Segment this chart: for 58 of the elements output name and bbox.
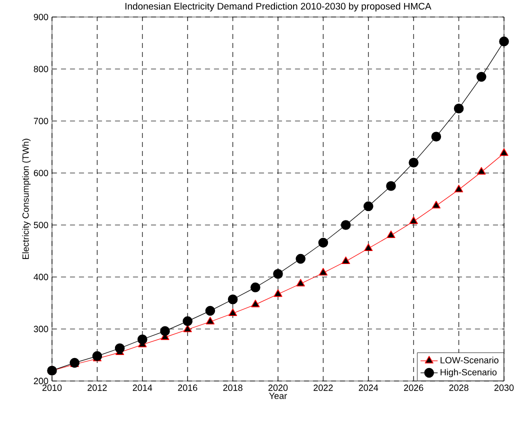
x-tick-label: 2016: [178, 384, 198, 391]
x-tick-label: 2022: [314, 384, 333, 391]
point: [318, 268, 328, 276]
x-tick-label: 2012: [88, 384, 107, 391]
point: [296, 278, 305, 286]
point: [250, 282, 260, 292]
y-tick-label: 600: [34, 170, 48, 176]
point: [206, 316, 214, 324]
legend-label: High-Scenario: [440, 368, 497, 378]
y-tick-label: 300: [34, 326, 48, 332]
point: [431, 132, 442, 142]
x-tick-label: 2026: [404, 384, 424, 391]
point: [182, 316, 192, 326]
point: [386, 230, 396, 238]
x-tick-label: 2024: [358, 384, 378, 391]
point: [386, 181, 396, 191]
point: [160, 326, 170, 336]
point: [409, 216, 418, 224]
point: [476, 72, 486, 82]
point: [228, 294, 238, 304]
y-tick-label: 400: [34, 274, 48, 280]
y-tick-label: 700: [34, 118, 48, 124]
point: [228, 308, 238, 316]
point: [274, 289, 282, 297]
x-tick-label: 2014: [132, 384, 152, 391]
legend-label: LOW-Scenario: [440, 356, 498, 364]
x-tick-label: 2010: [42, 384, 62, 391]
x-tick-label: 2018: [223, 384, 242, 391]
point: [114, 343, 125, 354]
point: [273, 268, 283, 279]
point: [183, 324, 192, 332]
point: [92, 351, 102, 361]
point: [205, 306, 216, 316]
point: [340, 220, 351, 230]
x-axis-title: Year: [269, 392, 287, 400]
y-axis-title: Electricity Consumption (TWh): [22, 138, 31, 260]
x-tick-label: 2020: [268, 384, 288, 391]
point: [499, 36, 509, 46]
point: [364, 244, 373, 252]
point: [454, 104, 464, 114]
point: [500, 148, 508, 156]
point: [342, 256, 350, 264]
chart-title: Indonesian Electricity Demand Prediction 2010-2030 by proposed HMCA: [125, 2, 432, 12]
y-tick-label: 900: [34, 14, 48, 20]
point: [251, 300, 260, 308]
point: [432, 200, 440, 208]
point: [138, 334, 148, 344]
x-tick-label: 2028: [449, 384, 468, 391]
point: [454, 184, 464, 192]
x-tick-label: 2030: [494, 384, 514, 391]
point: [408, 158, 419, 168]
point: [296, 254, 306, 264]
y-tick-label: 800: [34, 66, 48, 72]
point: [364, 201, 374, 212]
point: [318, 238, 328, 248]
y-tick-label: 200: [34, 378, 48, 384]
y-tick-label: 500: [34, 222, 48, 228]
point: [477, 167, 486, 175]
